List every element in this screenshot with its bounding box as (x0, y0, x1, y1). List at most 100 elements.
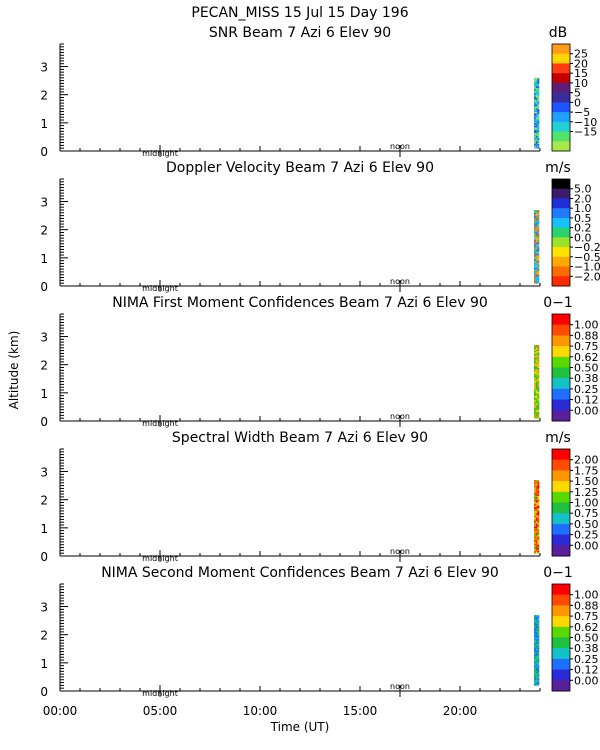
heatmap-cell (534, 619, 536, 621)
heatmap-cell (535, 281, 538, 284)
colorbar-label: 0.00 (574, 539, 599, 552)
heatmap-cell (537, 110, 540, 112)
heatmap-cell (534, 679, 536, 682)
heatmap-cell (537, 485, 540, 488)
heatmap-cell (535, 269, 538, 271)
heatmap-cell (535, 637, 538, 640)
heatmap-cell (534, 143, 536, 146)
y-tick-label: 2 (40, 494, 48, 508)
heatmap-cell (535, 651, 538, 654)
heatmap-cell (537, 211, 540, 214)
heatmap-cell (534, 260, 536, 263)
heatmap-cell (534, 550, 536, 553)
heatmap-cell (535, 405, 538, 408)
heatmap-cell (535, 523, 538, 526)
heatmap-cell (534, 520, 536, 523)
heatmap-cell (535, 503, 538, 506)
heatmap-cell (534, 271, 536, 274)
heatmap-cell (534, 510, 536, 513)
heatmap-cell (534, 87, 536, 90)
heatmap-cell (535, 347, 538, 350)
heatmap-cell (534, 617, 536, 620)
colorbar-swatch (552, 378, 570, 390)
heatmap-cell (537, 675, 540, 678)
heatmap-cell (535, 132, 538, 135)
heatmap-cell (534, 481, 536, 484)
heatmap-cell (537, 89, 540, 91)
heatmap-cell (535, 96, 538, 98)
heatmap-cell (535, 484, 538, 486)
heatmap-cell (534, 110, 536, 112)
heatmap-cell (537, 105, 540, 108)
panel-title: Spectral Width Beam 7 Azi 6 Elev 90 (172, 430, 428, 446)
heatmap-cell (537, 661, 540, 664)
heatmap-cell (534, 247, 536, 250)
heatmap-cell (534, 547, 536, 550)
colorbar-label: 0.50 (574, 362, 599, 375)
heatmap-cell (537, 672, 540, 675)
heatmap-cell (535, 231, 538, 233)
heatmap-cell (534, 546, 536, 548)
colorbar-label: 1.0 (574, 202, 592, 215)
x-tick-label: 00:00 (43, 704, 78, 718)
heatmap-cell (537, 408, 540, 411)
heatmap-cell (535, 544, 538, 547)
colorbar-swatch (552, 346, 570, 358)
heatmap-cell (537, 93, 540, 95)
heatmap-cell (537, 523, 540, 526)
heatmap-cell (534, 215, 536, 218)
heatmap-cell (537, 502, 540, 505)
colorbar: 2.001.751.501.251.000.750.500.250.00 (551, 448, 599, 557)
heatmap-cell (537, 658, 540, 661)
heatmap-cell (537, 505, 540, 508)
heatmap-cell (537, 278, 540, 281)
heatmap-cell (535, 668, 538, 671)
heatmap-cell (537, 86, 540, 88)
heatmap-cell (537, 489, 540, 492)
heatmap-cell (534, 240, 536, 243)
heatmap-cell (537, 370, 540, 373)
heatmap-cell (535, 657, 538, 659)
heatmap-cell (535, 543, 538, 546)
heatmap-cell (534, 82, 536, 84)
noon-label: noon (390, 277, 410, 286)
heatmap-cell (534, 370, 536, 373)
heatmap-cell (534, 548, 536, 551)
heatmap-cell (537, 209, 540, 212)
heatmap-cell (537, 501, 540, 503)
heatmap-cell (535, 266, 538, 268)
colorbar-swatch (552, 188, 570, 199)
colorbar-swatch (552, 399, 570, 411)
heatmap-cell (534, 658, 536, 661)
heatmap-cell (534, 368, 536, 371)
heatmap-cell (537, 660, 540, 662)
heatmap-cell (534, 616, 536, 619)
heatmap-cell (535, 502, 538, 505)
heatmap-cell (534, 527, 536, 530)
colorbar-swatch (552, 449, 570, 461)
heatmap-cell (537, 273, 540, 276)
heatmap-cell (535, 97, 538, 100)
heatmap-cell (537, 253, 540, 256)
heatmap-cell (535, 539, 538, 541)
heatmap-cell (537, 616, 540, 619)
heatmap-cell (534, 516, 536, 519)
heatmap-cell (534, 489, 536, 492)
heatmap-cell (535, 406, 538, 409)
heatmap-cell (534, 515, 536, 517)
heatmap-cell (535, 363, 538, 365)
heatmap-cell (537, 229, 540, 232)
y-tick-label: 2 (40, 224, 48, 238)
heatmap-cell (535, 629, 538, 631)
heatmap-cell (534, 482, 536, 485)
heatmap-cell (535, 127, 538, 129)
heatmap-cell (535, 481, 538, 484)
heatmap-cell (534, 402, 536, 405)
figure-title: PECAN_MISS 15 Jul 15 Day 196 (191, 5, 408, 21)
heatmap-cell (534, 360, 536, 363)
heatmap-cell (534, 385, 536, 388)
colorbar-label: 0.75 (574, 610, 599, 623)
colorbar-swatch (552, 198, 570, 209)
heatmap-cell (535, 256, 538, 259)
